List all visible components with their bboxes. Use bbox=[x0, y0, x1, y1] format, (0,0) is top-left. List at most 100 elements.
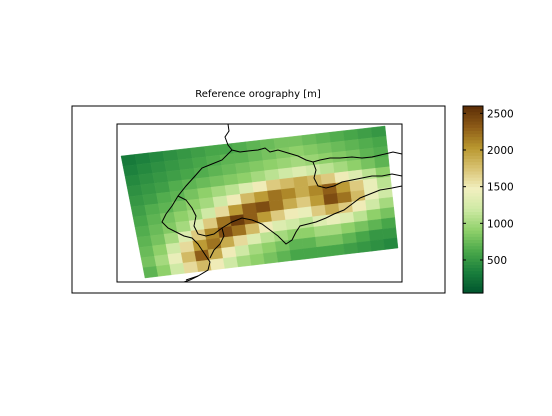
grid-cell bbox=[206, 237, 222, 251]
grid-cell bbox=[316, 245, 332, 258]
grid-cell bbox=[236, 254, 252, 268]
grid-cell bbox=[144, 203, 161, 216]
grid-cell bbox=[231, 224, 247, 237]
colorbar-segment bbox=[463, 233, 483, 238]
grid-cell bbox=[163, 232, 180, 245]
grid-cell bbox=[327, 223, 343, 236]
grid-cell bbox=[138, 245, 155, 258]
colorbar-segment bbox=[463, 261, 483, 266]
grid-cell bbox=[142, 266, 159, 279]
colorbar-tick-label: 1500 bbox=[487, 182, 514, 194]
grid-cell bbox=[227, 204, 244, 217]
grid-cell bbox=[280, 187, 297, 200]
border-east-line bbox=[312, 161, 403, 189]
grid-cell bbox=[259, 231, 276, 244]
grid-cell bbox=[301, 133, 318, 146]
grid-cell bbox=[356, 240, 372, 253]
grid-cell bbox=[241, 202, 258, 215]
grid-cell bbox=[216, 215, 232, 229]
grid-cell bbox=[204, 144, 221, 157]
grid-cell bbox=[250, 170, 267, 183]
grid-cell bbox=[176, 147, 193, 161]
grid-cell bbox=[345, 149, 362, 162]
grid-cell bbox=[276, 250, 292, 263]
grid-cell bbox=[209, 175, 226, 188]
grid-cell bbox=[140, 183, 157, 196]
grid-cell bbox=[352, 210, 369, 223]
grid-cell bbox=[321, 182, 338, 196]
grid-cell bbox=[297, 206, 313, 219]
grid-cell bbox=[323, 193, 339, 206]
grid-cell bbox=[274, 240, 291, 253]
border-west-line bbox=[161, 149, 233, 281]
colorbar-segment bbox=[463, 155, 483, 160]
colorbar-segment bbox=[463, 190, 483, 194]
border-south-line bbox=[177, 185, 403, 245]
grid-cell bbox=[197, 186, 214, 200]
grid-cell bbox=[315, 235, 331, 248]
colorbar-segment bbox=[463, 283, 483, 288]
colorbar-segment bbox=[463, 162, 483, 166]
grid-cell bbox=[325, 213, 342, 226]
colorbar-segment bbox=[463, 230, 483, 235]
grid-cell bbox=[376, 176, 392, 189]
colorbar-segment bbox=[463, 115, 483, 120]
grid-cell bbox=[315, 132, 331, 145]
grid-cell bbox=[180, 251, 197, 264]
grid-cell bbox=[136, 162, 153, 176]
grid-cell bbox=[244, 222, 261, 236]
grid-cell bbox=[355, 230, 371, 243]
grid-cell bbox=[264, 168, 280, 182]
grid-cell bbox=[365, 198, 381, 211]
grid-cell bbox=[371, 135, 388, 149]
colorbar-tick-label: 2000 bbox=[487, 145, 514, 157]
grid-cell bbox=[248, 160, 265, 173]
colorbar-segment bbox=[463, 211, 483, 216]
grid-cell bbox=[177, 230, 194, 244]
colorbar-segment bbox=[463, 208, 483, 213]
grid-cell bbox=[279, 177, 296, 190]
grid-cell bbox=[303, 247, 319, 260]
grid-cell bbox=[126, 184, 143, 197]
colorbar-segment bbox=[463, 134, 483, 138]
colorbar-segment bbox=[463, 193, 483, 197]
grid-cell bbox=[343, 128, 359, 142]
grid-cell bbox=[368, 228, 384, 242]
colorbar-segment bbox=[463, 106, 483, 110]
colorbar-segment bbox=[463, 224, 483, 229]
grid-cell bbox=[178, 158, 195, 171]
colorbar-segment bbox=[463, 168, 483, 173]
colorbar-segment bbox=[463, 215, 483, 219]
grid-cell bbox=[344, 139, 360, 152]
grid-cell bbox=[142, 193, 159, 206]
grid-cell bbox=[267, 189, 283, 202]
grid-cell bbox=[146, 213, 163, 226]
colorbar-segment bbox=[463, 268, 483, 272]
colorbar-segment bbox=[463, 174, 483, 179]
grid-cell bbox=[166, 169, 183, 183]
grid-cell bbox=[168, 179, 185, 193]
grid-cell bbox=[360, 157, 376, 171]
grid-cell bbox=[330, 140, 347, 153]
grid-cell bbox=[300, 226, 316, 239]
colorbar-segment bbox=[463, 289, 483, 294]
grid-cell bbox=[134, 152, 151, 165]
grid-cell bbox=[238, 182, 255, 195]
grid-cell bbox=[154, 254, 170, 267]
grid-cell bbox=[162, 149, 179, 162]
colorbar-segment bbox=[463, 202, 483, 207]
colorbar-segment bbox=[463, 271, 483, 275]
grid-cell bbox=[316, 142, 333, 155]
colorbar-tick-label: 2500 bbox=[487, 108, 514, 120]
grid-cell bbox=[320, 172, 337, 185]
grid-cell bbox=[210, 185, 227, 198]
grid-cell bbox=[223, 173, 239, 186]
grid-cell bbox=[234, 244, 251, 258]
grid-cell bbox=[132, 215, 149, 228]
grid-cell bbox=[148, 151, 165, 164]
grid-cell bbox=[313, 225, 330, 238]
grid-cell bbox=[309, 194, 326, 207]
grid-cell bbox=[361, 167, 378, 181]
grid-cell bbox=[324, 203, 340, 216]
